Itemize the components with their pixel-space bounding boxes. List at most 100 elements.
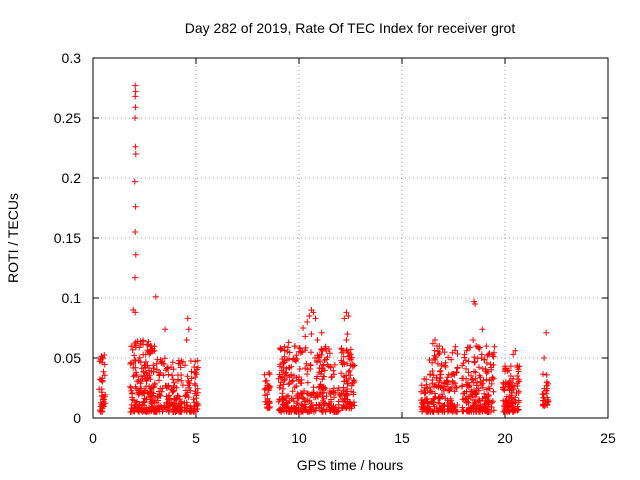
data-point: [276, 396, 283, 403]
data-point: [289, 377, 296, 384]
data-point: [463, 375, 470, 382]
data-point: [262, 378, 269, 385]
data-point: [194, 402, 201, 409]
data-point: [418, 388, 424, 395]
data-point: [345, 368, 352, 375]
x-axis-title: GPS time / hours: [297, 457, 404, 473]
data-point: [302, 344, 309, 351]
data-point: [510, 376, 517, 382]
y-tick-label: 0.15: [54, 230, 81, 246]
data-point: [149, 398, 156, 405]
data-point: [478, 382, 485, 389]
data-point: [176, 396, 183, 403]
data-point: [136, 354, 143, 361]
data-point: [308, 349, 314, 356]
data-point: [326, 350, 333, 357]
data-point: [173, 395, 180, 402]
data-point-outlier: [432, 337, 438, 343]
data-point: [182, 393, 189, 400]
data-point: [293, 352, 300, 359]
data-point: [285, 344, 291, 351]
data-point: [427, 371, 434, 378]
data-point: [317, 358, 324, 365]
data-point: [431, 383, 437, 390]
data-point: [327, 364, 334, 371]
data-point: [481, 390, 488, 397]
data-point: [344, 399, 351, 406]
data-point: [282, 369, 289, 376]
data-point: [463, 347, 470, 354]
data-point: [322, 385, 329, 392]
data-point: [476, 344, 483, 351]
data-point: [347, 401, 354, 408]
data-point: [327, 389, 334, 396]
data-point: [454, 364, 461, 371]
data-point: [153, 360, 160, 367]
data-point: [286, 380, 293, 387]
data-point: [338, 390, 345, 397]
data-point: [441, 379, 448, 386]
data-point: [289, 388, 296, 395]
data-point: [307, 362, 314, 369]
data-point: [468, 372, 474, 379]
data-point: [277, 361, 284, 368]
data-point: [438, 362, 445, 369]
data-point: [429, 368, 436, 374]
data-point: [328, 374, 335, 381]
x-axis-tick-labels: 0 5 10 15 20 25: [89, 430, 616, 446]
data-point: [284, 348, 291, 355]
data-point: [283, 407, 290, 414]
data-point: [454, 402, 461, 408]
data-point: [157, 402, 164, 409]
data-point: [168, 364, 175, 371]
data-point: [320, 399, 327, 406]
data-point: [501, 387, 508, 394]
data-point: [544, 394, 551, 401]
data-point: [133, 385, 140, 392]
data-point: [482, 393, 489, 400]
data-point: [166, 400, 173, 407]
data-point: [261, 371, 268, 378]
data-point: [434, 360, 441, 367]
data-point-outlier: [429, 340, 436, 347]
data-point: [460, 408, 467, 415]
data-point: [428, 388, 435, 395]
data-point: [484, 352, 491, 359]
data-point: [314, 352, 321, 359]
data-point: [325, 346, 332, 352]
data-point: [460, 390, 467, 397]
data-point: [441, 349, 448, 356]
data-point-outlier: [131, 178, 138, 185]
data-point: [150, 390, 157, 397]
data-point: [313, 401, 320, 408]
data-point: [170, 379, 177, 386]
data-point: [501, 403, 508, 410]
data-point: [183, 391, 190, 398]
data-point: [452, 343, 459, 350]
data-point: [439, 391, 445, 398]
data-point: [459, 362, 466, 369]
data-point: [148, 396, 155, 403]
data-point: [190, 408, 197, 415]
data-point: [315, 384, 322, 391]
data-point: [487, 361, 494, 368]
data-point: [188, 368, 195, 375]
data-point: [166, 407, 173, 414]
data-point: [147, 376, 154, 383]
data-point: [138, 373, 144, 380]
data-point: [505, 397, 512, 404]
data-point: [310, 384, 317, 391]
data-point: [465, 358, 472, 365]
data-point: [146, 372, 153, 379]
data-point: [127, 384, 134, 391]
y-tick-label: 0.05: [54, 350, 81, 366]
data-point: [423, 381, 430, 388]
data-point: [131, 405, 138, 412]
data-point-outlier: [184, 315, 191, 322]
data-point: [136, 344, 143, 351]
data-point: [335, 398, 342, 405]
data-point: [128, 359, 135, 366]
data-point: [479, 365, 486, 372]
data-point: [298, 401, 305, 408]
data-point: [463, 381, 470, 388]
